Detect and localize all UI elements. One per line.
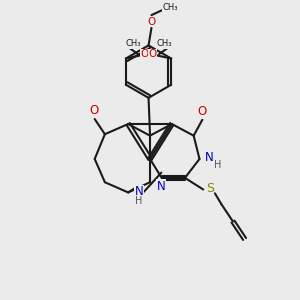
Text: O: O [89,104,99,117]
Text: CH₃: CH₃ [157,40,172,49]
Text: CH₃: CH₃ [125,40,141,49]
Text: S: S [206,182,214,195]
Text: O: O [148,49,157,59]
Text: O: O [140,49,148,59]
Text: N: N [135,185,143,198]
Text: O: O [198,105,207,118]
Text: N: N [204,151,213,164]
Text: H: H [214,160,221,170]
Text: H: H [135,196,142,206]
Text: N: N [157,179,165,193]
Text: CH₃: CH₃ [163,3,178,12]
Text: O: O [147,16,156,27]
